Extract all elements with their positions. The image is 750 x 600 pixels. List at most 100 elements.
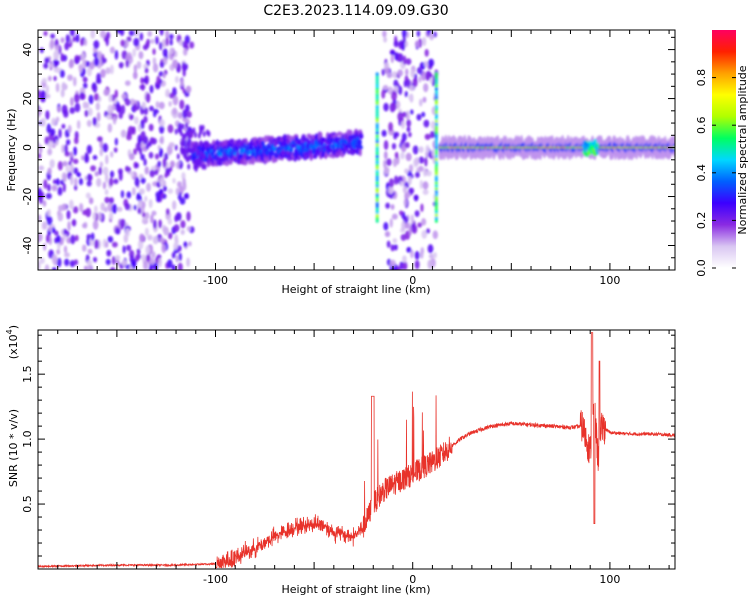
spectrogram-cell <box>64 258 70 267</box>
spectrogram-cell <box>148 198 153 209</box>
spectrogram-cell <box>397 69 403 77</box>
spectrogram-cell <box>434 136 438 141</box>
spectrogram-cell <box>104 189 109 196</box>
spectrogram-cell <box>402 262 407 270</box>
spectrogram-cell <box>434 151 438 156</box>
spectrogram-cell <box>389 259 396 267</box>
spectrogram-cell <box>390 54 394 64</box>
spectrogram-cell <box>159 124 165 134</box>
spectrogram-cell <box>185 140 189 147</box>
spectrogram-cell <box>71 219 77 226</box>
spectrogram-cell <box>59 179 65 185</box>
spectrogram-cell <box>583 151 588 156</box>
spectrogram-cell <box>101 57 107 64</box>
spectrogram-cell <box>388 122 394 132</box>
spectrogram-cell <box>593 138 598 144</box>
spectrogram-cell <box>174 128 178 135</box>
spectrogram-cell <box>120 129 127 138</box>
spectrogram-cell <box>92 154 98 160</box>
spectrogram-cell <box>358 133 364 140</box>
spectrogram-cell <box>434 213 438 217</box>
spectrogram-cell <box>412 77 418 88</box>
spectrogram-cell <box>167 218 172 225</box>
spectrogram-cell <box>427 259 433 270</box>
spectrogram-cell <box>434 175 438 179</box>
spectrogram-cell <box>168 92 175 99</box>
spectrogram-cell <box>416 113 422 121</box>
spectrogram-cell <box>167 188 174 195</box>
spectrogram-cell <box>38 214 42 222</box>
spectrogram-cell <box>394 51 399 61</box>
spectrogram-cell <box>140 119 145 130</box>
spectrogram-cell <box>59 69 65 78</box>
spectrogram-cell <box>46 215 53 226</box>
spectrogram-cell <box>96 111 101 122</box>
spectrogram-cell <box>414 40 420 48</box>
spectrogram-cell <box>104 196 110 204</box>
spectrogram-cell <box>375 186 379 191</box>
spectrogram-cell <box>128 114 134 121</box>
spectrogram-cell <box>102 181 107 190</box>
spectrogram-cell <box>110 267 116 270</box>
spectrogram-cell <box>146 182 151 192</box>
spectrogram-cell <box>391 213 398 220</box>
spectrogram-cell <box>375 119 379 123</box>
spectrogram-cell <box>48 226 52 232</box>
spectrogram-cell <box>39 191 45 199</box>
spectrogram-cell <box>148 123 154 132</box>
spectrogram-cell <box>171 264 176 270</box>
spectrogram-cell <box>182 48 188 56</box>
spectrogram-cell <box>119 218 126 228</box>
spectrogram-cell <box>82 59 86 70</box>
spectrogram-cell <box>133 204 137 211</box>
spectrogram-cell <box>144 195 148 202</box>
spectrogram-cell <box>422 96 427 103</box>
spectrogram-cell <box>413 194 419 202</box>
spectrogram-cell <box>38 153 42 159</box>
spectrogram-cell <box>425 71 431 81</box>
spectrogram-cell <box>595 142 600 148</box>
spectrogram-cell <box>434 98 438 103</box>
spectrogram-cell <box>109 170 115 178</box>
x-tick-label: -100 <box>203 573 228 586</box>
spectrogram-cell <box>114 137 118 146</box>
spectrogram-cell <box>70 175 74 186</box>
spectrogram-cell <box>105 154 109 165</box>
spectrogram-cell <box>97 211 102 222</box>
spectrogram-cell <box>423 167 427 178</box>
spectrogram-cell <box>143 107 149 116</box>
spectrogram-cell <box>259 137 265 142</box>
spectrogram-cell <box>202 153 206 160</box>
spectrogram-cell <box>177 262 183 270</box>
spectrogram-cell <box>126 36 132 42</box>
spectrogram-cell <box>107 123 113 133</box>
spectrogram-cell <box>69 163 74 174</box>
spectrogram-cell <box>141 254 146 262</box>
spectrogram-cell <box>55 82 60 93</box>
spectrogram-cell <box>61 144 65 154</box>
spectrogram-cell <box>133 103 137 112</box>
spectrogram-cell <box>418 76 422 83</box>
spectrogram-cell <box>402 186 408 194</box>
spectrogram-cell <box>182 40 188 49</box>
spectrogram-cell <box>434 172 438 176</box>
spectrogram-cell <box>115 227 120 235</box>
spectrogram-cell <box>387 186 394 195</box>
spectrogram-cell <box>158 101 165 110</box>
spectrogram-cell <box>393 40 399 48</box>
spectrogram-cell <box>375 157 379 162</box>
spectrogram-cell <box>73 259 79 266</box>
spectrogram-cell <box>185 122 189 129</box>
spectrogram-cell <box>90 165 96 172</box>
spectrogram-cell <box>434 101 438 106</box>
spectrogram-cell <box>162 72 166 79</box>
spectrogram-cell <box>375 104 379 109</box>
spectrogram-cell <box>41 221 48 230</box>
spectrogram-cell <box>60 37 65 43</box>
spectrogram-cell <box>140 201 146 209</box>
spectrogram-cell <box>159 237 165 244</box>
spectrogram-cell <box>73 76 77 87</box>
spectrogram-cell <box>172 95 179 106</box>
spectrogram-cell <box>405 58 412 65</box>
